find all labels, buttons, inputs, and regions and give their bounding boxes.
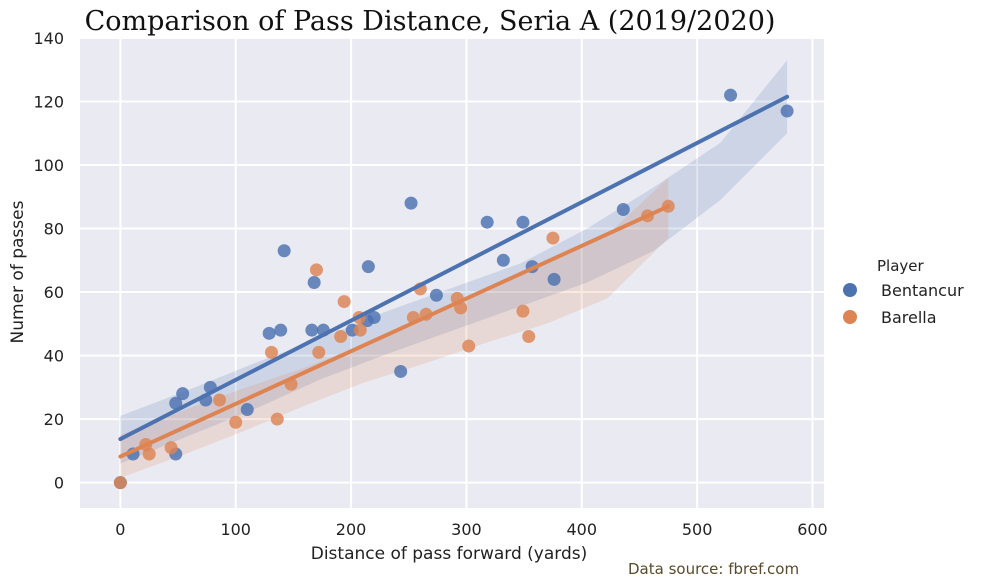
x-tick-label: 500 — [682, 520, 713, 539]
point-bentancur — [496, 253, 510, 267]
point-barella — [229, 415, 243, 429]
point-barella — [309, 263, 323, 277]
point-bentancur — [394, 364, 408, 378]
y-tick-label: 0 — [54, 474, 64, 493]
y-axis-label: Numer of passes — [8, 200, 28, 343]
plot-area — [80, 38, 824, 508]
point-bentancur — [429, 288, 443, 302]
point-bentancur — [367, 310, 381, 324]
y-tick-label: 120 — [33, 93, 64, 112]
point-bentancur — [274, 323, 288, 337]
point-bentancur — [780, 104, 794, 118]
point-barella — [462, 339, 476, 353]
point-barella — [522, 330, 536, 344]
point-barella — [270, 412, 284, 426]
point-barella — [264, 345, 278, 359]
point-bentancur — [616, 202, 630, 216]
point-bentancur — [516, 215, 530, 229]
y-tick-label: 140 — [33, 29, 64, 48]
point-bentancur — [361, 260, 375, 274]
y-tick-label: 80 — [44, 220, 64, 239]
point-bentancur — [176, 387, 190, 401]
legend-marker-barella — [843, 310, 857, 324]
point-barella — [142, 447, 156, 461]
y-tick-label: 60 — [44, 283, 64, 302]
point-bentancur — [240, 403, 254, 417]
regression-lines — [118, 94, 790, 459]
chart-title: Comparison of Pass Distance, Seria A (20… — [85, 6, 776, 37]
legend-marker-bentancur — [843, 283, 857, 297]
confidence-band-bentancur — [120, 60, 788, 464]
legend-label-bentancur: Bentancur — [881, 281, 964, 300]
data-source-note: Data source: fbref.com — [628, 560, 799, 578]
point-bentancur — [480, 215, 494, 229]
point-barella — [113, 476, 127, 490]
point-barella — [312, 345, 326, 359]
legend-label-barella: Barella — [881, 308, 937, 327]
point-bentancur — [307, 276, 321, 290]
point-bentancur — [404, 196, 418, 210]
point-bentancur — [262, 326, 276, 340]
x-tick-label: 100 — [220, 520, 251, 539]
point-barella — [334, 330, 348, 344]
scatter-points — [113, 88, 794, 490]
point-barella — [213, 393, 227, 407]
y-tick-label: 20 — [44, 410, 64, 429]
point-bentancur — [305, 323, 319, 337]
y-tick-label: 100 — [33, 156, 64, 175]
y-tick-labels: 0 20 40 60 80 100 120 140 — [33, 29, 64, 493]
legend: Player Bentancur Barella — [843, 257, 964, 327]
point-barella — [516, 304, 530, 318]
point-barella — [353, 323, 367, 337]
x-tick-label: 0 — [115, 520, 125, 539]
x-tick-label: 600 — [797, 520, 828, 539]
x-tick-label: 200 — [336, 520, 367, 539]
point-bentancur — [169, 396, 183, 410]
confidence-band-barella — [120, 177, 669, 478]
regression-line-barella — [118, 204, 671, 459]
point-barella — [164, 441, 178, 455]
point-bentancur — [724, 88, 738, 102]
legend-title: Player — [877, 257, 925, 275]
x-tick-label: 400 — [566, 520, 597, 539]
y-tick-label: 40 — [44, 347, 64, 366]
point-bentancur — [547, 272, 561, 286]
regression-line-bentancur — [118, 94, 790, 442]
x-axis-label: Distance of pass forward (yards) — [311, 544, 588, 564]
x-tick-label: 300 — [451, 520, 482, 539]
x-tick-labels: 0 100 200 300 400 500 600 — [115, 520, 827, 539]
point-barella — [337, 295, 351, 309]
confidence-bands — [120, 60, 788, 478]
point-bentancur — [277, 244, 291, 258]
point-barella — [546, 231, 560, 245]
